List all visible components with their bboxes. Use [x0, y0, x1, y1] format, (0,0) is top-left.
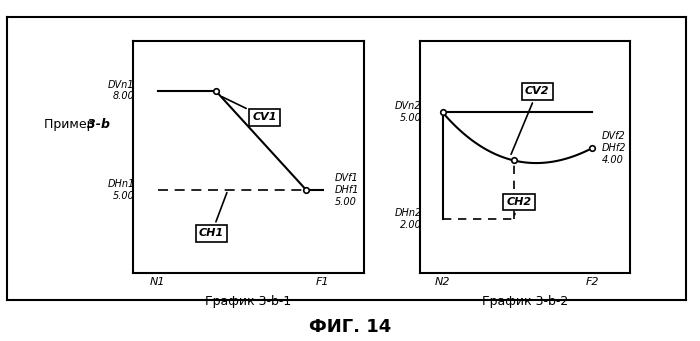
Text: Пример: Пример — [44, 118, 99, 131]
Text: 3-b: 3-b — [87, 118, 110, 131]
Text: CV2: CV2 — [511, 86, 550, 154]
X-axis label: График 3-b-2: График 3-b-2 — [482, 295, 568, 308]
Text: DHn2
2.00: DHn2 2.00 — [394, 208, 421, 230]
Text: DVn1
8.00: DVn1 8.00 — [108, 80, 134, 101]
Text: DHn1
5.00: DHn1 5.00 — [107, 179, 134, 201]
Text: CH1: CH1 — [199, 193, 227, 238]
Text: CH2: CH2 — [506, 197, 531, 215]
X-axis label: График 3-b-1: График 3-b-1 — [205, 295, 292, 308]
Text: DVf2
DHf2
4.00: DVf2 DHf2 4.00 — [601, 131, 626, 165]
Text: ФИГ. 14: ФИГ. 14 — [309, 318, 391, 336]
Text: DVf1
DHf1
5.00: DVf1 DHf1 5.00 — [335, 173, 360, 207]
Text: CV1: CV1 — [222, 97, 277, 122]
Text: DVn2
5.00: DVn2 5.00 — [395, 102, 421, 123]
